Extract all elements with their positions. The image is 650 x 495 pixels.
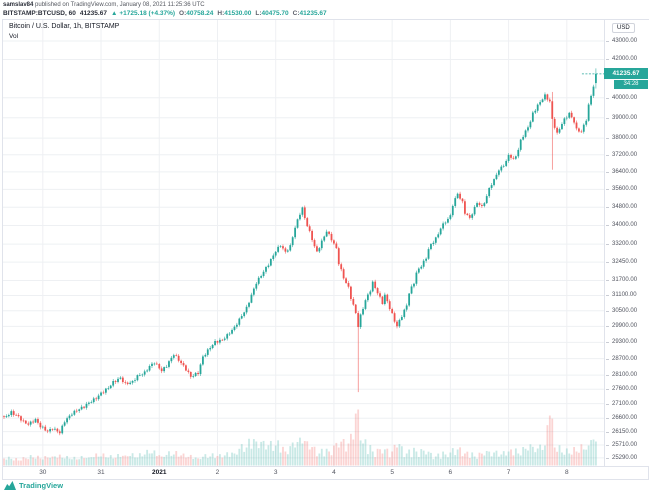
time-axis[interactable]: 30 31 2021 2 3 4 5 6 7 8 — [3, 466, 648, 479]
attribution-text: published on TradingView.com, January 08… — [33, 2, 205, 8]
price-tick-label: 28100.00 — [605, 372, 649, 378]
price-tick-label: 31700.00 — [605, 277, 649, 283]
attribution-username: samslav84 — [3, 2, 34, 8]
symbol-label: BITSTAMP:BTCUSD, 60 — [3, 9, 76, 17]
price-tick-label: 28700.00 — [605, 356, 649, 362]
chart-legend: Bitcoin / U.S. Dollar, 1h, BITSTAMP Vol — [9, 23, 119, 40]
price-tick-label: 39000.00 — [605, 115, 649, 121]
price-chart-canvas[interactable] — [3, 20, 604, 466]
time-tick-label: 6 — [448, 469, 453, 476]
time-tick-label: 30 — [39, 469, 47, 476]
legend-volume-indicator[interactable]: Vol — [9, 33, 19, 40]
price-tick-label: 32450.00 — [605, 259, 649, 265]
time-tick-label: 8 — [564, 469, 569, 476]
open-label: O: — [179, 9, 187, 17]
high-label: H: — [217, 9, 225, 17]
price-tick-label: 35600.00 — [605, 186, 649, 192]
change-arrow-icon: ▲ — [110, 9, 118, 17]
low-label: L: — [255, 9, 262, 17]
time-tick-label: 2 — [215, 469, 220, 476]
price-tick-label: 40000.00 — [605, 95, 649, 101]
last-price-value: 41235.67 — [79, 9, 107, 17]
time-tick-label: 5 — [390, 469, 394, 476]
attribution-line: samslav84 published on TradingView.com, … — [3, 2, 205, 8]
price-tick-label: 33200.00 — [605, 241, 649, 247]
open-value: 40758.24 — [186, 9, 214, 17]
price-tick-label: 34800.00 — [605, 204, 649, 210]
price-tick-label: 26150.00 — [605, 429, 649, 435]
candle-countdown-badge: 34:28 — [614, 79, 648, 89]
time-tick-label: 7 — [506, 469, 511, 476]
close-label: C: — [292, 9, 300, 17]
price-tick-label: 29300.00 — [605, 339, 649, 345]
time-tick-label: 4 — [332, 469, 336, 476]
price-tick-label: 29900.00 — [605, 323, 649, 329]
footer: TradingView — [4, 481, 63, 490]
chart-panel: Bitcoin / U.S. Dollar, 1h, BITSTAMP Vol … — [2, 19, 649, 480]
low-value: 40475.70 — [261, 9, 289, 17]
price-tick-label: 27100.00 — [605, 401, 649, 407]
high-value: 41530.00 — [224, 9, 252, 17]
price-tick-label: 36400.00 — [605, 169, 649, 175]
price-tick-label: 38000.00 — [605, 135, 649, 141]
price-tick-label: 25290.00 — [605, 455, 649, 461]
price-tick-label: 27600.00 — [605, 386, 649, 392]
price-tick-label: 42000.00 — [605, 56, 649, 62]
current-price-badge: 41235.67 — [604, 68, 648, 80]
time-tick-label: 3 — [273, 469, 278, 476]
time-tick-label: 31 — [97, 469, 105, 476]
currency-badge[interactable]: USD — [612, 23, 635, 33]
change-value: +1725.18 (+4.37%) — [119, 9, 176, 17]
legend-symbol-title[interactable]: Bitcoin / U.S. Dollar, 1h, BITSTAMP — [9, 23, 120, 30]
price-tick-label: 34000.00 — [605, 222, 649, 228]
symbol-ohlc-line: BITSTAMP:BTCUSD, 60 41235.67 ▲ +1725.18 (+4… — [3, 10, 327, 17]
price-tick-label: 26600.00 — [605, 415, 649, 421]
footer-brand-link[interactable]: TradingView — [19, 481, 64, 490]
price-tick-label: 43000.00 — [605, 38, 649, 44]
price-axis[interactable]: 43000.00 42000.00 40000.00 39000.00 38000.00… — [604, 20, 649, 466]
price-tick-label: 25710.00 — [605, 442, 649, 448]
time-tick-label: 2021 — [152, 469, 167, 476]
price-tick-label: 30500.00 — [605, 308, 649, 314]
tradingview-logo-icon — [4, 481, 16, 490]
price-tick-label: 31100.00 — [605, 292, 649, 298]
price-tick-label: 37200.00 — [605, 152, 649, 158]
close-value: 41235.67 — [299, 9, 327, 17]
